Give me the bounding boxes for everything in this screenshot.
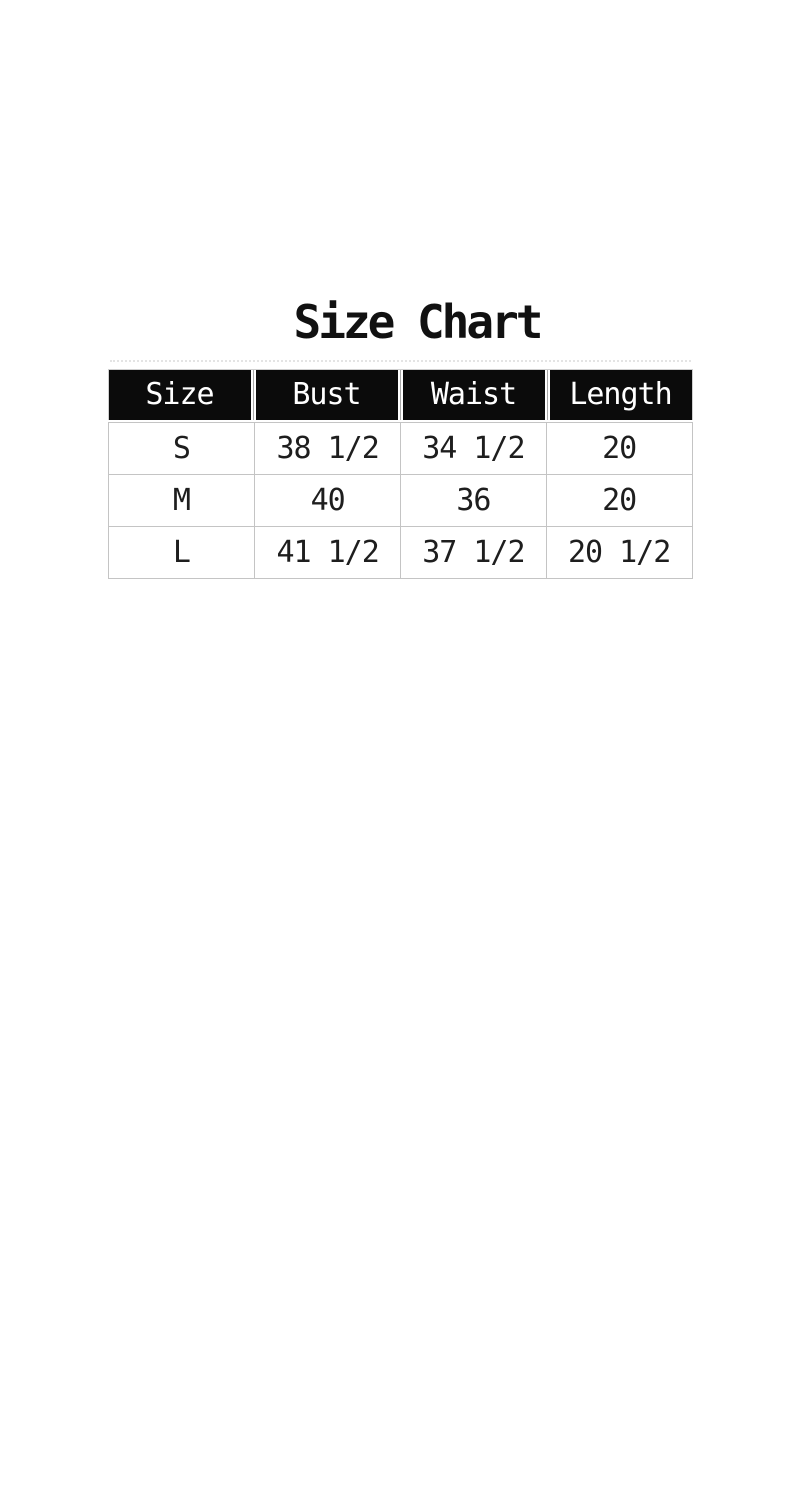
cell-l-length: 20 1/2 — [545, 527, 692, 578]
page-title: Size Chart — [293, 295, 544, 349]
size-table-header-row: Size Bust Waist Length — [107, 369, 693, 420]
cell-s-size: S — [172, 431, 191, 466]
column-header-bust: Bust — [252, 370, 398, 420]
cell-l-waist: 37 1/2 — [400, 527, 546, 578]
table-row-s: S 38 1/2 34 1/2 20 — [109, 423, 692, 474]
table-row-l: L 41 1/2 37 1/2 20 1/2 — [108, 526, 692, 578]
cell-m-length: 20 — [545, 475, 692, 526]
size-table: Size Bust Waist Length S 38 1/2 34 1/2 2… — [107, 360, 693, 579]
cell-s-length: 20 — [545, 423, 692, 474]
size-table-body: S 38 1/2 34 1/2 20 M 40 36 20 L 41 1/2 3… — [107, 422, 693, 579]
column-header-size: Size — [108, 370, 251, 420]
column-header-length: Length — [546, 370, 692, 420]
cell-l-size: L — [172, 535, 191, 570]
size-chart-page: Size Chart Size Bust Waist Length S 38 1… — [0, 299, 800, 579]
cell-l-bust: 41 1/2 — [254, 527, 400, 578]
cell-s-waist: 34 1/2 — [400, 423, 546, 474]
cell-m-waist: 36 — [400, 475, 546, 526]
cell-m-size: M — [172, 483, 191, 518]
column-header-waist: Waist — [399, 370, 545, 420]
cell-m-bust: 40 — [254, 475, 400, 526]
cell-s-bust: 38 1/2 — [254, 423, 400, 474]
table-row-m: M 40 36 20 — [108, 474, 692, 526]
